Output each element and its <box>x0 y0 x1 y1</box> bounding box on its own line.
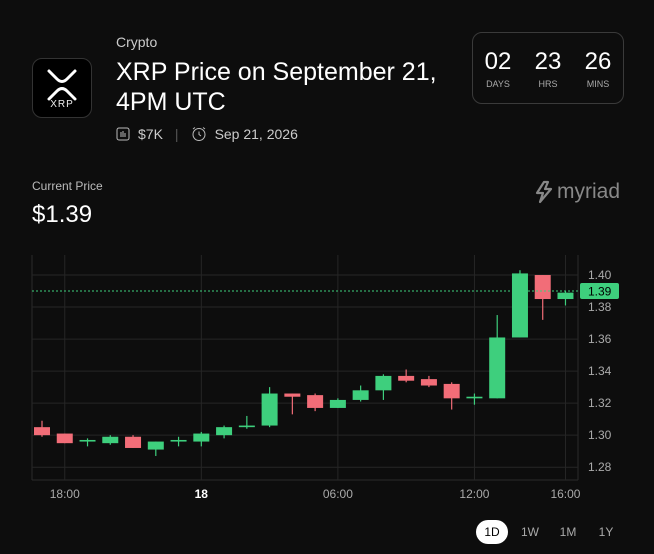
separator: | <box>174 126 179 142</box>
range-button[interactable]: 1M <box>559 525 577 539</box>
y-tick-label: 1.30 <box>588 428 612 442</box>
countdown-days: 02 DAYS <box>485 48 512 89</box>
category: Crypto <box>116 34 158 50</box>
last-price-tag <box>580 283 619 300</box>
current-price: $1.39 <box>32 201 93 228</box>
end-date: Sep 21, 2026 <box>214 126 298 142</box>
current-price-label: Current Price <box>32 179 103 193</box>
candle-body <box>489 337 506 399</box>
asset-logo: XRP <box>32 58 92 118</box>
volume-icon <box>116 127 130 141</box>
candle-body <box>125 436 142 448</box>
candle-body <box>557 292 574 300</box>
candle-body <box>261 393 278 426</box>
market-meta: $7K | Sep 21, 2026 <box>116 126 298 142</box>
candle-body <box>79 439 96 442</box>
candle-body <box>511 273 528 338</box>
countdown-value: 26 <box>584 47 612 75</box>
market-title: XRP Price on September 21, <box>116 58 437 86</box>
countdown-mins: 26 MINS <box>585 48 612 89</box>
x-tick-label: 16:00 <box>550 487 580 501</box>
y-tick-label: 1.38 <box>588 300 612 314</box>
last-price-label: 1.39 <box>588 285 612 299</box>
logo-text: XRP <box>50 99 74 110</box>
brand-name: myriad <box>557 180 621 203</box>
x-tick-label: 06:00 <box>323 487 353 501</box>
range-selector: 1D 1W 1M 1Y <box>476 520 622 544</box>
y-tick-label: 1.28 <box>588 460 612 474</box>
candle-body <box>284 393 301 397</box>
countdown-hours: 23 HRS <box>535 48 562 89</box>
candle-body <box>443 383 460 399</box>
x-tick-label: 18:00 <box>50 487 80 501</box>
countdown-unit: MINS <box>586 78 610 89</box>
candle-body <box>147 441 164 450</box>
candle-body <box>466 396 483 399</box>
market-title: 4PM UTC <box>116 88 226 116</box>
y-tick-label: 1.40 <box>588 268 612 282</box>
countdown-value: 02 <box>484 47 512 75</box>
candle-body <box>534 275 551 300</box>
x-tick-label: 12:00 <box>459 487 489 501</box>
y-tick-label: 1.34 <box>588 364 612 378</box>
brand: myriad <box>534 180 620 204</box>
range-button[interactable]: 1W <box>521 525 539 539</box>
volume: $7K <box>138 126 163 142</box>
countdown-unit: DAYS <box>486 78 510 89</box>
candle-body <box>193 433 210 442</box>
x-tick-label: 18 <box>195 487 209 501</box>
countdown-unit: HRS <box>538 78 558 89</box>
range-button[interactable]: 1D <box>476 520 508 544</box>
candle-body <box>216 427 233 436</box>
candle-body <box>34 427 50 436</box>
candle-body <box>329 399 346 408</box>
candle-body <box>398 375 415 381</box>
candle-body <box>102 436 119 444</box>
y-tick-label: 1.32 <box>588 396 612 410</box>
candle-body <box>238 425 255 428</box>
countdown: 02 DAYS 23 HRS 26 MINS <box>472 32 624 104</box>
clock-icon <box>192 127 206 141</box>
countdown-value: 23 <box>534 47 562 75</box>
xrp-icon <box>47 69 77 101</box>
y-tick-label: 1.36 <box>588 332 612 346</box>
candle-body <box>375 375 392 391</box>
candle-body <box>170 439 187 442</box>
brand-icon <box>535 180 553 204</box>
candle-body <box>420 379 437 386</box>
range-button[interactable]: 1Y <box>598 525 614 539</box>
price-chart: 1.28 1.30 1.32 1.34 1.36 1.38 1.40 18:00 18 06:00… <box>31 255 619 501</box>
candle-body <box>352 390 369 400</box>
candle-body <box>56 433 73 444</box>
candle-body <box>307 395 324 408</box>
